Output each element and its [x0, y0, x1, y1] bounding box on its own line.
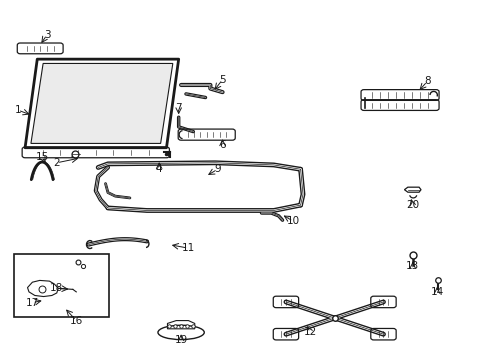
- FancyBboxPatch shape: [14, 254, 109, 317]
- Text: 1: 1: [15, 105, 21, 115]
- Text: 3: 3: [43, 30, 50, 40]
- Text: 19: 19: [174, 334, 187, 345]
- Polygon shape: [31, 63, 172, 143]
- Text: 10: 10: [286, 216, 299, 226]
- Text: 15: 15: [36, 152, 49, 162]
- Text: 16: 16: [69, 316, 83, 325]
- Text: 11: 11: [182, 243, 195, 253]
- Text: 6: 6: [219, 140, 225, 150]
- Text: 7: 7: [175, 103, 182, 113]
- Text: 18: 18: [50, 283, 63, 293]
- Text: 13: 13: [405, 261, 419, 271]
- Text: 20: 20: [406, 200, 418, 210]
- Text: 4: 4: [156, 164, 162, 174]
- Text: 2: 2: [53, 158, 60, 168]
- Text: 9: 9: [214, 164, 221, 174]
- Text: 12: 12: [303, 327, 316, 337]
- Text: 17: 17: [26, 298, 39, 308]
- Text: 8: 8: [423, 76, 430, 86]
- Text: 14: 14: [429, 287, 443, 297]
- Text: 5: 5: [219, 75, 225, 85]
